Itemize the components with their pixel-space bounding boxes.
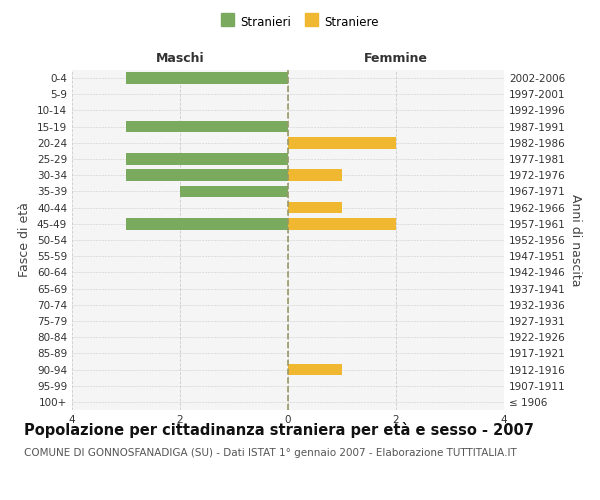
Y-axis label: Fasce di età: Fasce di età: [19, 202, 31, 278]
Bar: [288, 137, 396, 148]
Bar: [288, 170, 342, 181]
Text: Popolazione per cittadinanza straniera per età e sesso - 2007: Popolazione per cittadinanza straniera p…: [24, 422, 534, 438]
Bar: [288, 218, 396, 230]
Text: COMUNE DI GONNOSFANADIGA (SU) - Dati ISTAT 1° gennaio 2007 - Elaborazione TUTTIT: COMUNE DI GONNOSFANADIGA (SU) - Dati IST…: [24, 448, 517, 458]
Bar: [180, 186, 288, 198]
Y-axis label: Anni di nascita: Anni di nascita: [569, 194, 582, 286]
Bar: [126, 72, 288, 84]
Bar: [126, 170, 288, 181]
Bar: [288, 364, 342, 376]
Bar: [126, 121, 288, 132]
Bar: [126, 218, 288, 230]
Text: Femmine: Femmine: [364, 52, 428, 65]
Bar: [126, 153, 288, 165]
Bar: [288, 202, 342, 213]
Legend: Stranieri, Straniere: Stranieri, Straniere: [217, 11, 383, 34]
Text: Maschi: Maschi: [155, 52, 205, 65]
